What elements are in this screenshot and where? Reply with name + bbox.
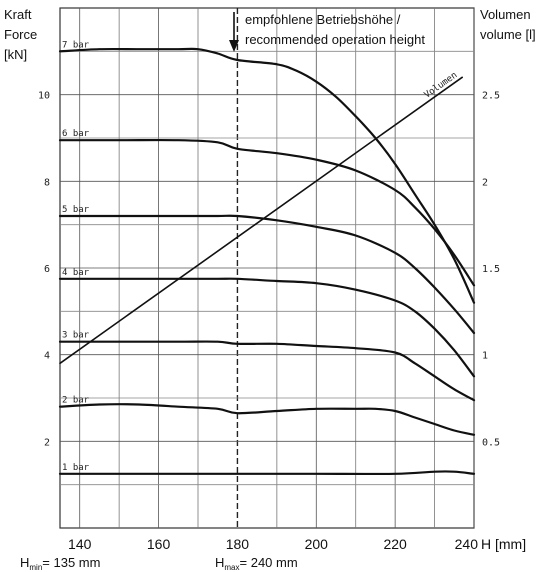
hmax-sub: max — [224, 563, 239, 572]
annotation-arrow-head — [229, 40, 239, 52]
hmin-note: Hmin= 135 mm — [20, 555, 100, 572]
y-right-tick-1: 1 — [482, 351, 488, 362]
y-right-tick-2: 2 — [482, 177, 488, 188]
series-line-3-bar — [58, 340, 476, 402]
series-label-2-bar: 2 bar — [62, 396, 90, 406]
series-line-7-bar — [58, 47, 476, 304]
x-tick-160: 160 — [147, 536, 171, 552]
x-tick-140: 140 — [68, 536, 92, 552]
series-label-6-bar: 6 bar — [62, 129, 90, 139]
series-line-volumen — [59, 76, 463, 365]
y-right-tick-1.5: 1.5 — [482, 264, 500, 275]
annotation-line-2: recommended operation height — [245, 32, 425, 47]
y-right-tick-0.5: 0.5 — [482, 437, 500, 448]
hmin-main: H — [20, 555, 29, 570]
y-right-label-line-2: volume [l] — [480, 27, 536, 42]
hmin-value: = 135 mm — [42, 555, 100, 570]
series-label-3-bar: 3 bar — [62, 331, 90, 341]
y-left-tick-8: 8 — [44, 177, 50, 188]
x-tick-220: 220 — [383, 536, 407, 552]
series-label-5-bar: 5 bar — [62, 205, 90, 215]
series-line-6-bar — [58, 138, 476, 287]
x-axis-label: H [mm] — [481, 536, 526, 552]
hmax-main: H — [215, 555, 224, 570]
annotation-line-1: empfohlene Betriebshöhe / — [245, 12, 401, 27]
x-tick-180: 180 — [226, 536, 250, 552]
y-right-tick-2.5: 2.5 — [482, 91, 500, 102]
series-label-1-bar: 1 bar — [62, 463, 90, 473]
y-left-tick-10: 10 — [38, 91, 50, 102]
hmax-value: = 240 mm — [240, 555, 298, 570]
y-right-label-line-1: Volumen — [480, 7, 531, 22]
hmax-note: Hmax= 240 mm — [215, 555, 298, 572]
y-left-tick-4: 4 — [44, 351, 50, 362]
x-tick-240: 240 — [455, 536, 479, 552]
series-line-2-bar — [58, 403, 476, 436]
series-line-5-bar — [58, 214, 476, 335]
y-left-label-line-1: Kraft — [4, 7, 32, 22]
series-label-4-bar: 4 bar — [62, 268, 90, 278]
hmin-sub: min — [29, 563, 42, 572]
y-left-tick-6: 6 — [44, 264, 50, 275]
y-left-label-line-3: [kN] — [4, 47, 27, 62]
series-label-7-bar: 7 bar — [62, 40, 90, 50]
y-left-label-line-2: Force — [4, 27, 37, 42]
y-left-tick-2: 2 — [44, 437, 50, 448]
series-line-1-bar — [58, 470, 476, 476]
x-tick-200: 200 — [305, 536, 329, 552]
grid: 2 4 6 8 10 0.5 1 1.5 2 2.5 140 160 180 200 220 240 — [38, 7, 500, 552]
